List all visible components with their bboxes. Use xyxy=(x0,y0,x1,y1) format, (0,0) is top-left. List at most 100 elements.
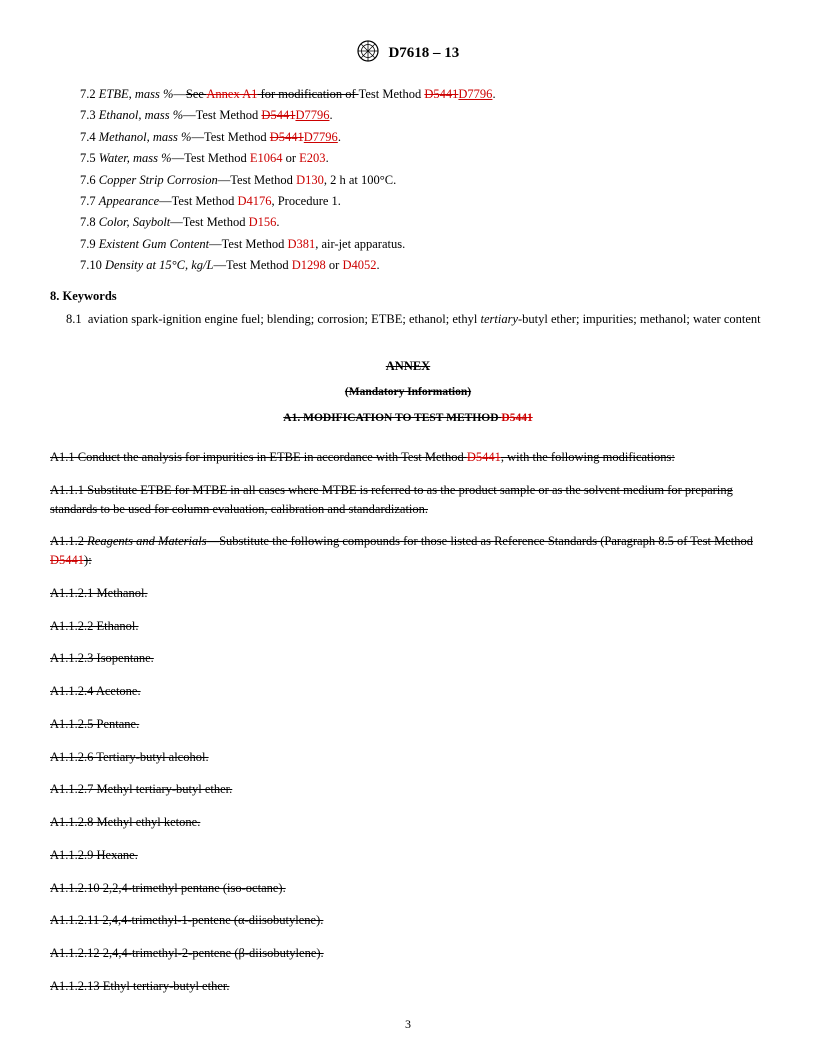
test-method-label: Test Method xyxy=(230,173,296,187)
annex-sec-prefix: A1. MODIFICATION TO TEST METHOD xyxy=(283,412,501,424)
section-7-7: 7.7 Appearance—Test Method D4176, Proced… xyxy=(80,192,766,211)
sec-title: Color, Saybolt xyxy=(99,215,171,229)
page-number: 3 xyxy=(0,1017,816,1032)
li: A1.1.2.8 Methyl ethyl ketone. xyxy=(50,815,200,829)
sec-title: Appearance xyxy=(99,194,159,208)
annex-p1: A1.1 Conduct the analysis for impurities… xyxy=(50,448,766,467)
old-ref: D5441 xyxy=(424,87,458,101)
li: A1.1.2.9 Hexane. xyxy=(50,848,138,862)
annex-list-item: A1.1.2.5 Pentane. xyxy=(50,715,766,734)
annex-subtitle: (Mandatory Information) xyxy=(50,386,766,398)
sec-num: 7.8 xyxy=(80,215,96,229)
annex-sec-ref: D5441 xyxy=(501,412,532,424)
annex-list-item: A1.1.2.2 Ethanol. xyxy=(50,617,766,636)
li: A1.1.2.12 2,4,4-trimethyl-2-pentene (β-d… xyxy=(50,946,324,960)
ref-a: D1298 xyxy=(292,258,326,272)
mid: or xyxy=(326,258,343,272)
new-ref: D7796 xyxy=(458,87,492,101)
test-method-label: Test Method xyxy=(359,87,425,101)
annex-list-item: A1.1.2.10 2,2,4-trimethyl pentane (iso-o… xyxy=(50,879,766,898)
annex-list-item: A1.1.2.7 Methyl tertiary-butyl ether. xyxy=(50,780,766,799)
ref-a: D381 xyxy=(287,237,315,251)
p1a: A1.1 Conduct the analysis for impurities… xyxy=(50,450,467,464)
li: A1.1.2.11 2,4,4-trimethyl-1-pentene (α-d… xyxy=(50,913,323,927)
tail: , air-jet apparatus. xyxy=(315,237,405,251)
section-7-5: 7.5 Water, mass %—Test Method E1064 or E… xyxy=(80,149,766,168)
test-method-label: Test Method xyxy=(172,194,238,208)
kw-post: -butyl ether; impurities; methanol; wate… xyxy=(518,312,761,326)
kw-pre: aviation spark-ignition engine fuel; ble… xyxy=(88,312,481,326)
kw-num: 8.1 xyxy=(66,312,82,326)
sec-dash: — xyxy=(218,173,231,187)
section-7-4: 7.4 Methanol, mass %—Test Method D5441D7… xyxy=(80,128,766,147)
annex-section-heading: A1. MODIFICATION TO TEST METHOD D5441 xyxy=(50,412,766,424)
ref-a: D4176 xyxy=(237,194,271,208)
sec-dash: — xyxy=(170,215,183,229)
li: A1.1.2.1 Methanol. xyxy=(50,586,148,600)
li: A1.1.2.13 Ethyl tertiary-butyl ether. xyxy=(50,979,229,993)
tail: . xyxy=(326,151,329,165)
annex-list-item: A1.1.2.13 Ethyl tertiary-butyl ether. xyxy=(50,977,766,996)
sec-num: 7.5 xyxy=(80,151,96,165)
li: A1.1.2.2 Ethanol. xyxy=(50,619,139,633)
page-header: D7618 – 13 xyxy=(50,40,766,67)
strike-text: See xyxy=(186,87,206,101)
annex-body: A1.1 Conduct the analysis for impurities… xyxy=(50,448,766,996)
sec-dash: — xyxy=(183,108,196,122)
test-method-label: Test Method xyxy=(196,108,262,122)
tail: . xyxy=(276,215,279,229)
tail: . xyxy=(338,130,341,144)
test-method-label: Test Method xyxy=(204,130,270,144)
tail: . xyxy=(377,258,380,272)
li: A1.1.2.10 2,2,4-trimethyl pentane (iso-o… xyxy=(50,881,286,895)
annex-list-item: A1.1.2.4 Acetone. xyxy=(50,682,766,701)
test-method-label: Test Method xyxy=(222,237,288,251)
annex-list-item: A1.1.2.8 Methyl ethyl ketone. xyxy=(50,813,766,832)
sec-num: 7.6 xyxy=(80,173,96,187)
ref-b: D4052 xyxy=(342,258,376,272)
astm-logo-icon xyxy=(357,40,379,67)
li: A1.1.2.3 Isopentane. xyxy=(50,651,154,665)
annex-list-item: A1.1.2.9 Hexane. xyxy=(50,846,766,865)
sec-num: 7.9 xyxy=(80,237,96,251)
sec-num: 7.4 xyxy=(80,130,96,144)
sec-num: 7.7 xyxy=(80,194,96,208)
sec-dash: — xyxy=(173,87,186,101)
tail: . xyxy=(329,108,332,122)
old-ref: D5441 xyxy=(261,108,295,122)
li: A1.1.2.5 Pentane. xyxy=(50,717,139,731)
tail: . xyxy=(492,87,495,101)
section-7-8: 7.8 Color, Saybolt—Test Method D156. xyxy=(80,213,766,232)
annex-ref: Annex A1 xyxy=(206,87,257,101)
sec-title: Copper Strip Corrosion xyxy=(99,173,218,187)
new-ref: D7796 xyxy=(304,130,338,144)
new-ref: D7796 xyxy=(295,108,329,122)
tail: , 2 h at 100°C. xyxy=(324,173,396,187)
section-7-3: 7.3 Ethanol, mass %—Test Method D5441D77… xyxy=(80,106,766,125)
ref-a: D156 xyxy=(249,215,277,229)
test-method-label: Test Method xyxy=(184,151,250,165)
sec-num: 7.3 xyxy=(80,108,96,122)
annex-list-item: A1.1.2.1 Methanol. xyxy=(50,584,766,603)
annex-list-item: A1.1.2.11 2,4,4-trimethyl-1-pentene (α-d… xyxy=(50,911,766,930)
sec-num: 7.10 xyxy=(80,258,102,272)
ref-a: E1064 xyxy=(250,151,283,165)
old-ref: D5441 xyxy=(270,130,304,144)
annex-p2: A1.1.1 Substitute ETBE for MTBE in all c… xyxy=(50,481,766,519)
mid: or xyxy=(283,151,300,165)
ref-b: E203 xyxy=(299,151,325,165)
li: A1.1.2.4 Acetone. xyxy=(50,684,141,698)
strike-text: for modification of xyxy=(257,87,358,101)
p3ital: Reagents and Materials xyxy=(87,534,206,548)
sec-dash: — xyxy=(159,194,172,208)
sec-title: Water, mass % xyxy=(99,151,172,165)
section-7-10: 7.10 Density at 15°C, kg/L—Test Method D… xyxy=(80,256,766,275)
sec-dash: — xyxy=(191,130,204,144)
p2: A1.1.1 Substitute ETBE for MTBE in all c… xyxy=(50,483,733,516)
section-7-2: 7.2 ETBE, mass %—See Annex A1 for modifi… xyxy=(80,85,766,104)
sec-dash: — xyxy=(172,151,185,165)
li: A1.1.2.7 Methyl tertiary-butyl ether. xyxy=(50,782,232,796)
annex-title: ANNEX xyxy=(50,359,766,374)
p3c: ): xyxy=(84,553,92,567)
kw-ital: tertiary xyxy=(481,312,519,326)
